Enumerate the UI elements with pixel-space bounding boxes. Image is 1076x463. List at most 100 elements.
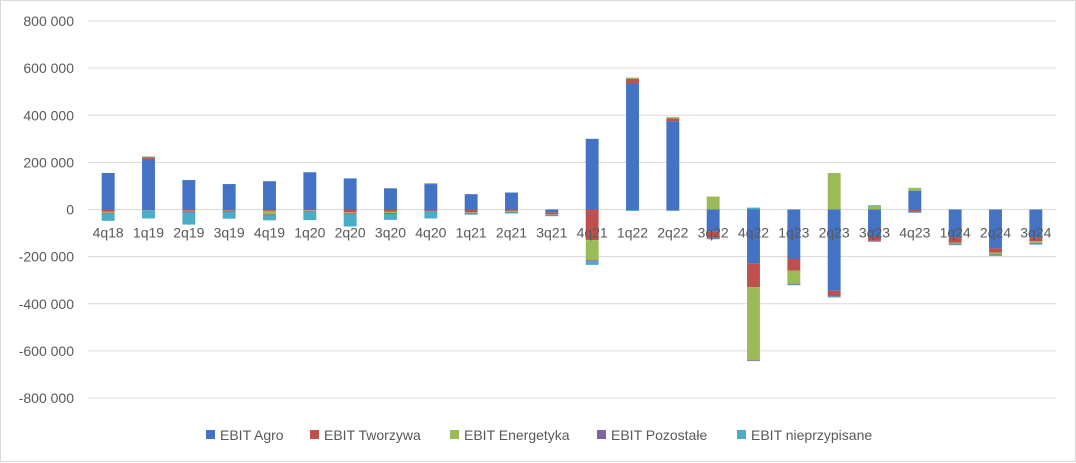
bar-segment-ebit-energetyka-3q24 [1029,241,1043,244]
bar-segment-ebit-agro-2q24 [989,209,1002,249]
bar-segment-ebit-nieprzypisane-2q23 [827,296,841,298]
bar-segment-ebit-nieprzypisane-4q19 [263,215,276,221]
x-tick-label: 1q19 [133,225,164,241]
bar-segment-ebit-energetyka-4q20 [424,183,438,185]
bar-segment-ebit-nieprzypisane-4q23 [908,212,922,213]
bar-segment-ebit-tworzywa-2q24 [989,248,1002,253]
bar-segment-ebit-pozosta-e-3q20 [384,213,397,214]
bar-segment-ebit-agro-1q23 [787,209,801,259]
bar-segment-ebit-tworzywa-2q19 [182,209,196,211]
y-tick-label: -200 000 [19,249,74,265]
bar-segment-ebit-pozosta-e-1q21 [464,213,478,214]
bar-segment-ebit-energetyka-1q24 [948,242,962,244]
bar-segment-ebit-pozosta-e-1q20 [303,211,317,212]
bar-segment-ebit-energetyka-3q23 [868,205,881,210]
bar-segment-ebit-nieprzypisane-2q19 [182,212,196,225]
bar-segment-ebit-agro-3q19 [222,184,236,210]
bar-segment-ebit-pozosta-e-4q21 [585,260,599,262]
x-tick-label: 3q21 [536,225,567,241]
x-tick-label: 1q20 [294,225,325,241]
bar-segment-ebit-pozosta-e-2q21 [505,211,518,213]
bar-segment-ebit-nieprzypisane-1q23 [787,284,801,286]
bar-segment-ebit-agro-4q18 [101,172,115,210]
bar-segment-ebit-pozosta-e-3q22 [706,237,720,239]
x-tick-label: 4q22 [738,225,769,241]
bar-segment-ebit-nieprzypisane-3q24 [1029,243,1043,245]
bar-segment-ebit-tworzywa-3q20 [384,209,397,212]
bar-segment-ebit-agro-1q21 [464,194,478,210]
bar-segment-ebit-nieprzypisane-4q21 [585,261,599,265]
bar-segment-ebit-tworzywa-3q21 [545,212,559,215]
bar-segment-ebit-agro-3q21 [545,209,559,213]
x-tick-label: 2q22 [657,225,688,241]
bar-segment-ebit-nieprzypisane-3q21 [545,215,559,217]
bar-segment-ebit-pozosta-e-2q24 [989,254,1002,256]
x-tick-label: 3q20 [375,225,406,241]
bar-segment-ebit-tworzywa-3q23 [868,236,881,241]
bar-segment-ebit-agro-1q19 [142,158,155,210]
bar-segment-ebit-agro-2q22 [666,121,680,210]
bar-segment-ebit-energetyka-1q21 [464,212,478,214]
x-tick-label: 1q22 [617,225,648,241]
legend-label: EBIT Energetyka [464,427,570,443]
bar-segment-ebit-tworzywa-4q20 [424,209,438,211]
bar-segment-ebit-energetyka-4q22 [747,287,760,361]
legend-swatch [597,430,606,439]
x-tick-label: 2q21 [496,225,527,241]
bar-segment-ebit-pozosta-e-1q23 [787,283,801,285]
bar-segment-ebit-agro-2q23 [827,209,841,291]
y-tick-label: -800 000 [19,390,74,406]
bar-segment-ebit-pozosta-e-4q18 [101,213,115,214]
bar-segment-ebit-energetyka-3q19 [222,210,236,212]
bar-segment-ebit-energetyka-3q21 [545,214,559,216]
bar-segment-ebit-tworzywa-2q22 [666,118,680,122]
x-tick-label: 2q20 [335,225,366,241]
bar-segment-ebit-pozosta-e-2q23 [827,295,841,297]
bar-segment-ebit-energetyka-4q21 [585,240,599,261]
bar-segment-ebit-nieprzypisane-1q20 [303,211,317,221]
bar-segment-ebit-agro-3q24 [1029,209,1043,238]
bar-segment-ebit-energetyka-3q22 [706,196,720,210]
bar-segment-ebit-pozosta-e-2q22 [666,209,680,211]
bar-segment-ebit-pozosta-e-4q19 [263,214,276,216]
y-tick-label: 200 000 [23,154,74,170]
legend-label: EBIT Agro [220,427,284,443]
bar-segment-ebit-tworzywa-2q23 [827,290,841,296]
bar-segment-ebit-nieprzypisane-3q23 [868,205,881,207]
bar-segment-ebit-energetyka-2q20 [343,212,357,214]
x-tick-label: 4q19 [254,225,285,241]
x-tick-label: 4q20 [415,225,446,241]
bar-segment-ebit-pozosta-e-2q20 [343,213,357,215]
bar-segment-ebit-energetyka-1q23 [787,270,801,284]
bar-segment-ebit-pozosta-e-1q22 [626,209,639,211]
bar-segment-ebit-tworzywa-1q22 [626,78,639,84]
bar-segment-ebit-energetyka-3q20 [384,211,397,214]
bar-segment-ebit-agro-4q20 [424,184,438,210]
bar-segment-ebit-agro-3q20 [384,188,397,210]
bar-segment-ebit-tworzywa-4q22 [747,263,760,288]
legend-swatch [737,430,746,439]
gridlines [88,20,1056,399]
bar-segment-ebit-nieprzypisane-3q19 [222,211,236,219]
bar-segment-ebit-agro-1q22 [626,83,639,210]
bar-stacks [101,77,1043,362]
y-tick-label: 400 000 [23,107,74,123]
bar-segment-ebit-nieprzypisane-4q18 [101,213,115,221]
bar-segment-ebit-agro-4q22 [747,209,760,264]
bar-segment-ebit-nieprzypisane-1q22 [626,210,639,212]
legend-swatch [450,430,459,439]
bar-segment-ebit-nieprzypisane-2q22 [666,210,680,212]
bar-segment-ebit-agro-3q22 [706,209,720,232]
bar-segment-ebit-pozosta-e-3q24 [1029,243,1043,244]
bar-segment-ebit-energetyka-1q20 [303,210,317,212]
legend-swatch [310,430,319,439]
bar-segment-ebit-nieprzypisane-1q24 [948,244,962,246]
bar-segment-ebit-energetyka-2q19 [182,210,196,212]
y-tick-label: 600 000 [23,60,74,76]
bar-segment-ebit-pozosta-e-1q24 [948,243,962,245]
bar-segment-ebit-tworzywa-2q21 [505,209,518,211]
bar-segment-ebit-agro-2q20 [343,178,357,210]
bar-segment-ebit-pozosta-e-4q20 [424,210,438,212]
bar-segment-ebit-pozosta-e-3q23 [868,240,881,242]
bar-segment-ebit-agro-4q23 [908,190,922,210]
